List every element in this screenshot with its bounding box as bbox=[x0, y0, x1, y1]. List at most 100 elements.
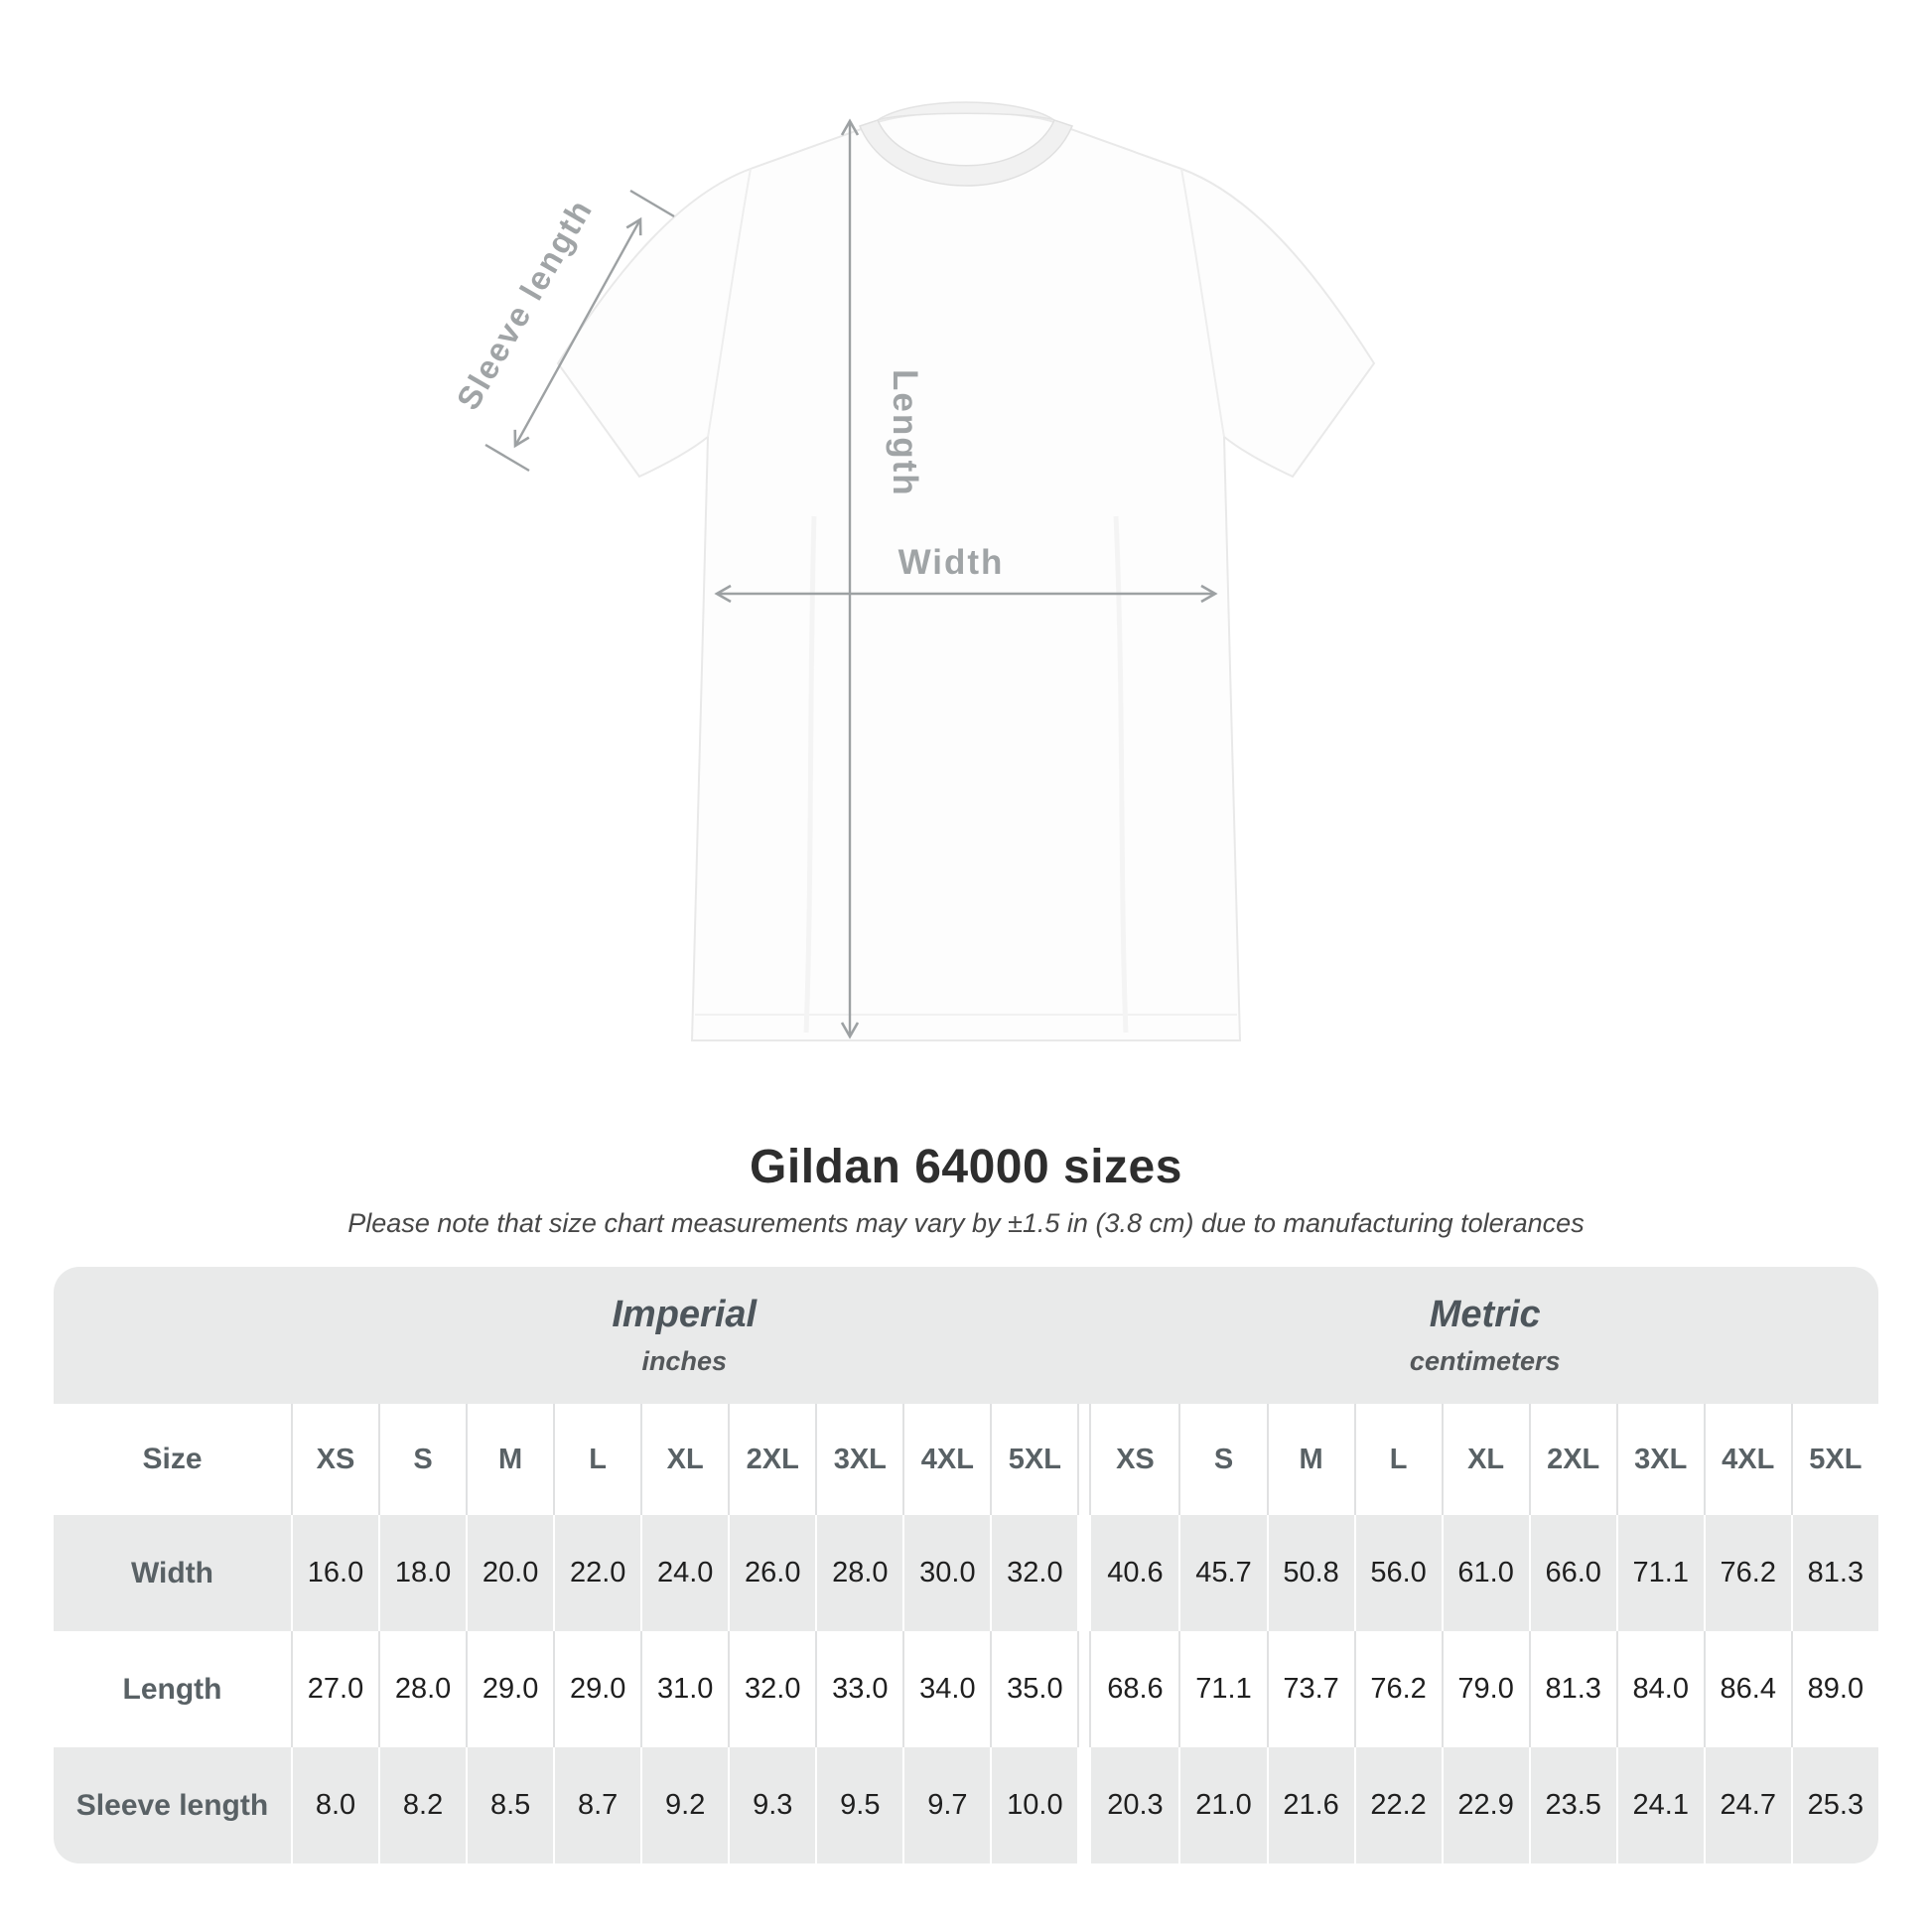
size-col-header: XL bbox=[640, 1404, 729, 1516]
section-divider bbox=[1077, 1404, 1092, 1516]
size-value-cell: 50.8 bbox=[1266, 1515, 1354, 1632]
size-col-header: M bbox=[466, 1404, 554, 1516]
size-col-header: M bbox=[1266, 1404, 1354, 1516]
imperial-unit: inches bbox=[641, 1346, 727, 1377]
table-row: Width 16.0 18.0 20.0 22.0 24.0 26.0 28.0 30.0 32.… bbox=[54, 1515, 1878, 1632]
size-value-cell: 8.0 bbox=[291, 1747, 379, 1864]
size-value-cell: 9.2 bbox=[640, 1747, 729, 1864]
tshirt-collar bbox=[858, 101, 1074, 187]
metric-unit: centimeters bbox=[1409, 1346, 1561, 1377]
size-value-cell: 81.3 bbox=[1528, 1631, 1616, 1748]
unit-group-metric: Metric centimeters bbox=[1091, 1267, 1878, 1405]
size-value-cell: 33.0 bbox=[815, 1631, 903, 1748]
size-col-header: S bbox=[1178, 1404, 1267, 1516]
size-col-header: 5XL bbox=[1790, 1404, 1878, 1516]
size-value-cell: 32.0 bbox=[990, 1515, 1078, 1632]
size-col-header: 2XL bbox=[728, 1404, 816, 1516]
size-value-cell: 21.6 bbox=[1266, 1747, 1354, 1864]
size-header-row: Size XS S M L XL 2XL 3XL 4XL 5XL XS S M L XL 2XL 3XL 4XL… bbox=[54, 1404, 1878, 1516]
unit-group-imperial: Imperial inches bbox=[291, 1267, 1078, 1405]
tshirt-figure: Sleeve length Length Width bbox=[449, 101, 1376, 1041]
size-col-header: L bbox=[1353, 1404, 1442, 1516]
size-value-cell: 24.1 bbox=[1615, 1747, 1704, 1864]
size-col-header: 4XL bbox=[902, 1404, 991, 1516]
size-value-cell: 9.7 bbox=[902, 1747, 991, 1864]
page-subtitle: Please note that size chart measurements… bbox=[347, 1208, 1585, 1239]
row-label: Width bbox=[54, 1515, 291, 1632]
size-value-cell: 34.0 bbox=[902, 1631, 991, 1748]
size-value-cell: 9.5 bbox=[815, 1747, 903, 1864]
unit-band-row: Imperial inches Metric centimeters bbox=[54, 1267, 1878, 1405]
size-value-cell: 73.7 bbox=[1266, 1631, 1354, 1748]
size-col-header: XS bbox=[1091, 1404, 1179, 1516]
size-value-cell: 24.0 bbox=[640, 1515, 729, 1632]
size-value-cell: 16.0 bbox=[291, 1515, 379, 1632]
size-value-cell: 22.9 bbox=[1441, 1747, 1529, 1864]
size-value-cell: 20.3 bbox=[1091, 1747, 1179, 1864]
metric-name: Metric bbox=[1429, 1294, 1541, 1336]
size-value-cell: 22.0 bbox=[553, 1515, 641, 1632]
size-value-cell: 76.2 bbox=[1703, 1515, 1791, 1632]
sleeve-arrow-bottom-tick bbox=[484, 443, 530, 473]
section-divider bbox=[1077, 1747, 1092, 1864]
size-value-cell: 26.0 bbox=[728, 1515, 816, 1632]
size-value-cell: 23.5 bbox=[1528, 1747, 1616, 1864]
length-label: Length bbox=[886, 369, 924, 497]
size-value-cell: 71.1 bbox=[1615, 1515, 1704, 1632]
row-label: Length bbox=[54, 1631, 291, 1748]
size-value-cell: 76.2 bbox=[1353, 1631, 1442, 1748]
imperial-name: Imperial bbox=[612, 1294, 758, 1336]
unit-band-corner bbox=[54, 1267, 291, 1405]
table-row: Sleeve length 8.0 8.2 8.5 8.7 9.2 9.3 9.5 9.7 10.… bbox=[54, 1747, 1878, 1864]
size-value-cell: 27.0 bbox=[291, 1631, 379, 1748]
size-value-cell: 10.0 bbox=[990, 1747, 1078, 1864]
tshirt-silhouette bbox=[556, 111, 1376, 1041]
size-value-cell: 28.0 bbox=[815, 1515, 903, 1632]
size-value-cell: 9.3 bbox=[728, 1747, 816, 1864]
tshirt-measurement-diagram: Sleeve length Length Width bbox=[449, 101, 1376, 1041]
size-col-header: XS bbox=[291, 1404, 379, 1516]
size-value-cell: 25.3 bbox=[1790, 1747, 1878, 1864]
size-value-cell: 29.0 bbox=[466, 1631, 554, 1748]
size-col-header: 4XL bbox=[1703, 1404, 1791, 1516]
size-col-header: XL bbox=[1441, 1404, 1529, 1516]
size-col-header: S bbox=[378, 1404, 467, 1516]
section-divider bbox=[1077, 1515, 1092, 1632]
size-value-cell: 29.0 bbox=[553, 1631, 641, 1748]
size-value-cell: 8.5 bbox=[466, 1747, 554, 1864]
heading: Gildan 64000 sizes Please note that size… bbox=[0, 1140, 1932, 1239]
table-row: Length 27.0 28.0 29.0 29.0 31.0 32.0 33.0 34.0 35… bbox=[54, 1631, 1878, 1748]
size-value-cell: 56.0 bbox=[1353, 1515, 1442, 1632]
size-table: Imperial inches Metric centimeters Size … bbox=[54, 1267, 1878, 1864]
size-col-header: L bbox=[553, 1404, 641, 1516]
size-value-cell: 20.0 bbox=[466, 1515, 554, 1632]
row-label: Sleeve length bbox=[54, 1747, 291, 1864]
measurement-annotations bbox=[484, 118, 1218, 1039]
size-value-cell: 32.0 bbox=[728, 1631, 816, 1748]
size-value-cell: 79.0 bbox=[1441, 1631, 1529, 1748]
size-col-header: 5XL bbox=[990, 1404, 1078, 1516]
size-value-cell: 68.6 bbox=[1091, 1631, 1179, 1748]
size-value-cell: 22.2 bbox=[1353, 1747, 1442, 1864]
size-value-cell: 24.7 bbox=[1703, 1747, 1791, 1864]
size-value-cell: 31.0 bbox=[640, 1631, 729, 1748]
size-chart: Imperial inches Metric centimeters Size … bbox=[54, 1267, 1878, 1864]
size-col-header: 3XL bbox=[815, 1404, 903, 1516]
size-value-cell: 61.0 bbox=[1441, 1515, 1529, 1632]
size-col-header: 2XL bbox=[1528, 1404, 1616, 1516]
sleeve-arrow-top-tick bbox=[629, 189, 675, 218]
size-value-cell: 35.0 bbox=[990, 1631, 1078, 1748]
size-value-cell: 71.1 bbox=[1178, 1631, 1267, 1748]
size-value-cell: 86.4 bbox=[1703, 1631, 1791, 1748]
size-value-cell: 8.2 bbox=[378, 1747, 467, 1864]
size-header-cell: Size bbox=[54, 1404, 291, 1516]
size-value-cell: 81.3 bbox=[1790, 1515, 1878, 1632]
tshirt-graphic bbox=[556, 101, 1376, 1041]
size-value-cell: 18.0 bbox=[378, 1515, 467, 1632]
section-divider bbox=[1077, 1631, 1092, 1748]
size-value-cell: 84.0 bbox=[1615, 1631, 1704, 1748]
size-value-cell: 89.0 bbox=[1790, 1631, 1878, 1748]
size-table-wrap: Imperial inches Metric centimeters Size … bbox=[0, 1267, 1932, 1864]
size-value-cell: 40.6 bbox=[1091, 1515, 1179, 1632]
size-value-cell: 21.0 bbox=[1178, 1747, 1267, 1864]
